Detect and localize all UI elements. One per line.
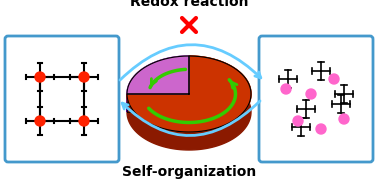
Circle shape	[329, 74, 339, 84]
Circle shape	[316, 124, 326, 134]
Circle shape	[35, 116, 45, 126]
Polygon shape	[127, 56, 189, 94]
Text: Redox reaction: Redox reaction	[130, 0, 248, 9]
Circle shape	[281, 84, 291, 94]
Circle shape	[79, 116, 89, 126]
Circle shape	[79, 72, 89, 82]
Circle shape	[306, 89, 316, 99]
Circle shape	[35, 72, 45, 82]
Polygon shape	[127, 56, 189, 112]
Polygon shape	[127, 56, 251, 132]
FancyBboxPatch shape	[5, 36, 119, 162]
Text: Self-organization: Self-organization	[122, 165, 256, 179]
Polygon shape	[127, 56, 251, 150]
FancyBboxPatch shape	[259, 36, 373, 162]
Circle shape	[293, 116, 303, 126]
Circle shape	[339, 114, 349, 124]
